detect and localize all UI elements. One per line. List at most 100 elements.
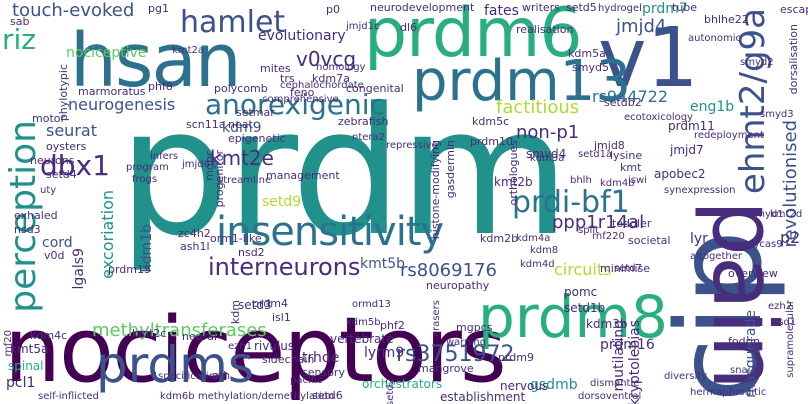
word: orm1-like: [210, 232, 262, 245]
word: v0vcg: [296, 47, 357, 71]
word: uty: [40, 185, 57, 196]
word: rs3751972: [396, 342, 515, 367]
word: prdm11: [668, 119, 715, 133]
word: feno: [290, 86, 315, 99]
word: histone-modifying: [429, 140, 442, 240]
word: smyd1: [750, 209, 784, 220]
word: pg1: [148, 2, 169, 15]
word: kdm4a: [516, 233, 551, 244]
word: apobec2: [654, 167, 706, 181]
word: nociceptors: [4, 298, 507, 403]
word: smyd5: [572, 61, 609, 74]
word: ash1l: [180, 240, 210, 253]
word: rs944722: [592, 87, 668, 106]
word: isl1: [272, 311, 291, 324]
word: polycomb: [214, 82, 268, 95]
word: marmoratus: [78, 85, 146, 98]
word: setd3: [238, 298, 272, 312]
word: kdm2b: [480, 232, 519, 245]
word: oysters: [46, 140, 87, 153]
word: kdm5a: [568, 47, 606, 60]
word: setd1b: [564, 301, 606, 315]
word: circuits: [554, 260, 612, 279]
word: evolutionary: [258, 28, 346, 44]
word: kdm9: [222, 120, 262, 136]
word: setmar: [236, 106, 275, 119]
word: v0d: [44, 249, 65, 262]
word: spinal: [8, 359, 44, 373]
word: streamline: [218, 175, 272, 186]
word: toddler: [612, 217, 652, 230]
word: exhaled: [14, 209, 58, 222]
word: anorexigenic: [205, 88, 385, 121]
word: setd7: [614, 263, 642, 274]
word: mgpcs: [456, 321, 493, 334]
word: congenital: [346, 82, 404, 95]
word: writers: [522, 1, 560, 14]
word: kdm6b: [160, 391, 195, 402]
word: ppp1r14al: [552, 212, 645, 233]
word: kdm4c: [30, 329, 68, 342]
word: rnf220: [592, 231, 625, 242]
word: zc4h2: [178, 227, 211, 240]
word: program: [126, 162, 169, 173]
word: dbx1: [40, 149, 110, 182]
word: setd4: [46, 168, 77, 181]
word: nsd2: [238, 246, 265, 259]
word: neurodevelopment: [370, 1, 475, 14]
word: prdm: [118, 70, 570, 275]
word: setdb2: [604, 96, 642, 109]
word: synexpression: [664, 185, 736, 196]
word: prdm8: [478, 283, 668, 351]
word: management: [266, 169, 340, 182]
word: kdm4b: [600, 178, 635, 189]
word: gsdmb: [530, 377, 578, 393]
word: hydrogel: [598, 3, 642, 14]
word: hsan: [70, 18, 242, 104]
word: ezh2: [768, 301, 793, 312]
word: establishment: [440, 390, 526, 404]
word: factitious: [496, 97, 580, 118]
word: supramolecular: [785, 300, 796, 378]
word: kmt2e: [210, 146, 274, 170]
word: lysine: [610, 149, 643, 162]
word: kdm5c: [472, 115, 510, 128]
word: smyd4: [526, 147, 567, 161]
word: insensitivity: [216, 209, 444, 255]
word: prdi-bf1: [512, 185, 630, 220]
word: frogs: [132, 174, 158, 185]
word: smyd3: [760, 109, 794, 120]
word: repressive: [386, 140, 438, 151]
word: kdm5b: [346, 317, 381, 328]
word: dismantle: [590, 378, 640, 389]
word: pacific: [290, 375, 323, 386]
word: pomc: [564, 285, 598, 299]
word: kmt5a: [10, 342, 49, 356]
word: bhlh: [570, 175, 592, 186]
word: kmt2c: [132, 327, 167, 340]
word: sensory: [302, 366, 345, 379]
word: kdm7a: [312, 72, 350, 85]
word: pcl1: [6, 375, 36, 391]
word: setd6: [312, 389, 343, 402]
word: hamlet: [180, 5, 286, 40]
word: jmjd8: [594, 139, 625, 152]
word: minimise: [600, 262, 651, 275]
word: neural: [182, 330, 218, 343]
word: orthologues: [507, 140, 520, 206]
word: autonomic: [688, 33, 741, 44]
word: non-p1: [516, 122, 580, 143]
word: gasdermin: [444, 140, 457, 199]
word: phf8: [148, 80, 173, 93]
word: homology: [316, 62, 366, 73]
word: methylation/demethylation: [198, 391, 335, 402]
word: snai1: [730, 365, 757, 376]
word: kmt2b: [494, 175, 533, 189]
word: nociceptive: [66, 45, 147, 61]
word: neurons: [30, 154, 75, 167]
word: kmt: [620, 161, 642, 174]
word: dorsoventral: [578, 391, 642, 402]
word: prdm16: [600, 337, 655, 353]
word: kmt5b: [360, 256, 406, 272]
word: arh: [212, 369, 231, 382]
